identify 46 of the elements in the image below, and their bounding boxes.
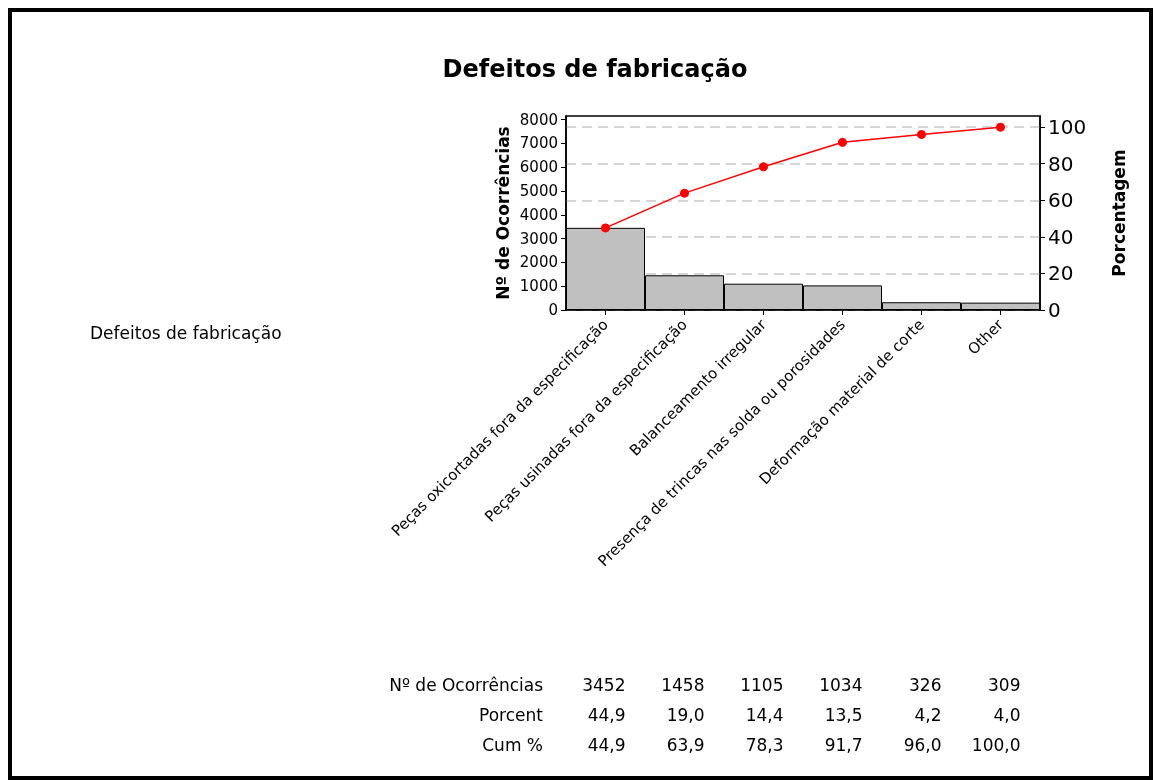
data-label: 96,0 bbox=[903, 735, 942, 755]
y-tick-label: 5000 bbox=[519, 181, 558, 200]
y2-tick-label: 40 bbox=[1048, 224, 1074, 249]
data-label: 44,9 bbox=[587, 735, 626, 755]
point bbox=[838, 137, 847, 147]
y-axis-title: Nº de Ocorrências bbox=[492, 126, 513, 300]
data-label: 326 bbox=[909, 675, 942, 695]
y-tick-label: 0 bbox=[548, 301, 558, 319]
text: 4,2 bbox=[914, 705, 942, 725]
text: 19,0 bbox=[666, 705, 705, 725]
point bbox=[680, 188, 689, 198]
y-tick-label: 8000 bbox=[519, 110, 558, 129]
text: 13,5 bbox=[824, 705, 863, 725]
y2-tick-label: 0 bbox=[1048, 298, 1061, 322]
text: 44,9 bbox=[587, 705, 626, 725]
data-label: 78,3 bbox=[745, 735, 784, 755]
y2-tick-label: 20 bbox=[1048, 261, 1074, 286]
data-label: 1105 bbox=[740, 675, 784, 695]
point bbox=[759, 162, 768, 172]
text: Defeitos de fabricação bbox=[90, 323, 282, 343]
chart-title: Defeitos de fabricação bbox=[442, 55, 748, 83]
y-tick-label: 7000 bbox=[519, 134, 558, 153]
y-tick-label: 6000 bbox=[519, 158, 558, 177]
data-label: 100,0 bbox=[971, 735, 1021, 755]
text: 4,0 bbox=[993, 705, 1021, 725]
y2-axis-title: Porcentagem bbox=[1108, 149, 1129, 277]
text: Nº de Ocorrências bbox=[389, 675, 544, 695]
y2-tick-label: 80 bbox=[1048, 151, 1074, 176]
text: 14,4 bbox=[745, 705, 784, 725]
text: Cum % bbox=[482, 735, 543, 755]
data-label: 1034 bbox=[819, 675, 863, 695]
y-tick-label: 2000 bbox=[519, 253, 558, 272]
point bbox=[601, 223, 610, 233]
y-tick-label: 3000 bbox=[519, 229, 558, 248]
data-label: 91,7 bbox=[824, 735, 863, 755]
data-label: 309 bbox=[988, 675, 1021, 695]
data-label: 63,9 bbox=[666, 735, 705, 755]
data-label: 1458 bbox=[661, 675, 705, 695]
point bbox=[917, 129, 926, 139]
point bbox=[996, 122, 1005, 132]
y2-tick-label: 60 bbox=[1048, 188, 1074, 213]
data-label: 3452 bbox=[582, 675, 626, 695]
y-tick-label: 1000 bbox=[519, 277, 558, 296]
y-tick-label: 4000 bbox=[519, 205, 558, 224]
y2-tick-label: 100 bbox=[1048, 115, 1087, 140]
text: Porcent bbox=[479, 705, 544, 725]
